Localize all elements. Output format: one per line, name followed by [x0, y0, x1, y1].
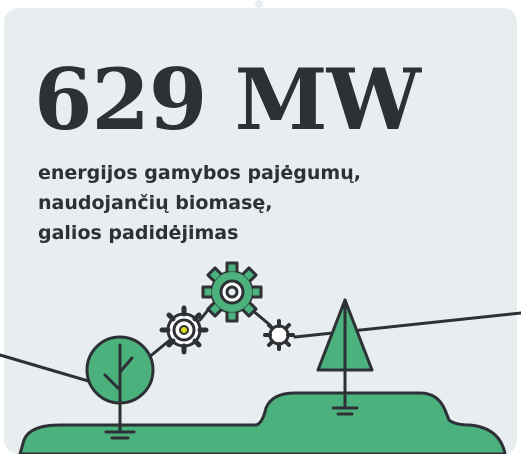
gear-small	[265, 321, 293, 349]
gear-medium	[162, 308, 206, 352]
wire	[295, 313, 521, 337]
wire	[0, 355, 95, 383]
hill	[20, 393, 505, 454]
illustration	[0, 0, 521, 454]
gear-large	[203, 263, 261, 321]
page: 629 MW energijos gamybos pajėgumų, naudo…	[0, 0, 521, 454]
wire	[148, 340, 170, 358]
